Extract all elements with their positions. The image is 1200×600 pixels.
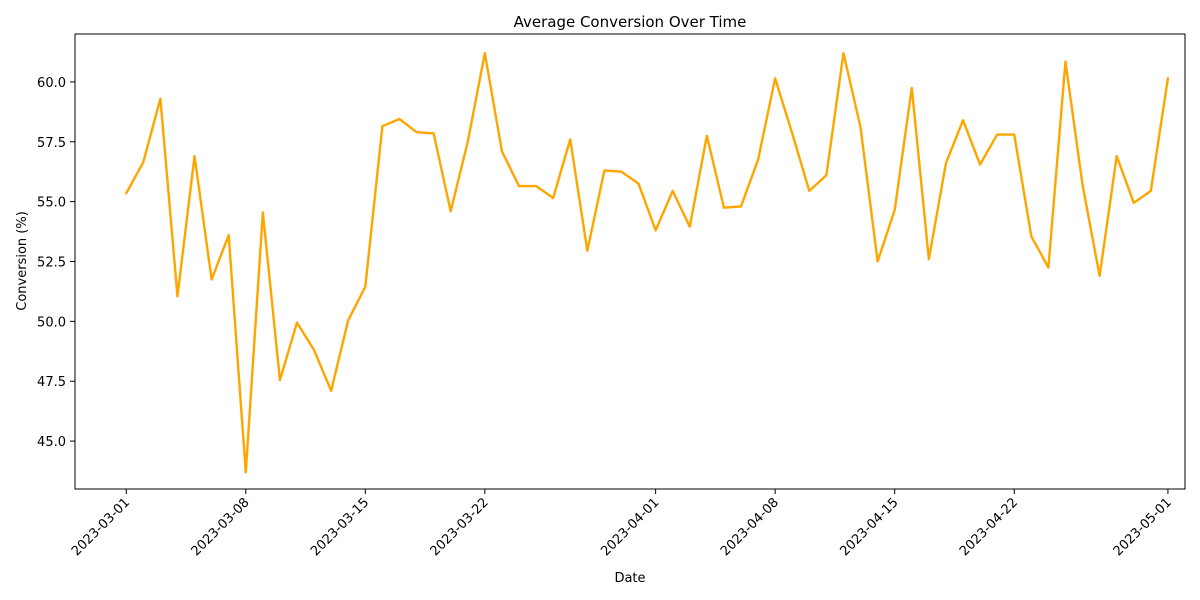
- y-tick-label: 55.0: [37, 196, 66, 211]
- series-group: [125, 51, 1170, 474]
- x-axis: 2023-03-01 2023-03-08 2023-03-15 2023-03-22…: [69, 489, 1175, 559]
- x-tick-label: 2023-03-01: [69, 495, 133, 559]
- y-tick-label: 60.0: [37, 76, 66, 91]
- x-tick-label: 2023-04-01: [598, 495, 662, 559]
- y-tick-label: 50.0: [37, 315, 66, 330]
- x-tick-label: 2023-04-15: [837, 495, 901, 559]
- y-tick-label: 52.5: [37, 256, 66, 271]
- y-tick-label: 57.5: [37, 136, 66, 151]
- series-line: [125, 51, 1170, 474]
- y-axis: 45.0 47.5 50.0 52.5 55.0 57.5 60.0: [37, 76, 75, 450]
- x-tick-label: 2023-05-01: [1111, 495, 1175, 559]
- x-tick-label: 2023-04-22: [957, 495, 1021, 559]
- x-axis-label: Date: [614, 571, 645, 586]
- chart-title: Average Conversion Over Time: [514, 13, 747, 31]
- y-tick-label: 47.5: [37, 375, 66, 390]
- x-tick-label: 2023-03-15: [308, 495, 372, 559]
- x-tick-label: 2023-03-08: [189, 495, 253, 559]
- y-tick-label: 45.0: [37, 435, 66, 450]
- x-tick-label: 2023-03-22: [428, 495, 492, 559]
- x-tick-label: 2023-04-08: [718, 495, 782, 559]
- y-axis-label: Conversion (%): [15, 211, 30, 311]
